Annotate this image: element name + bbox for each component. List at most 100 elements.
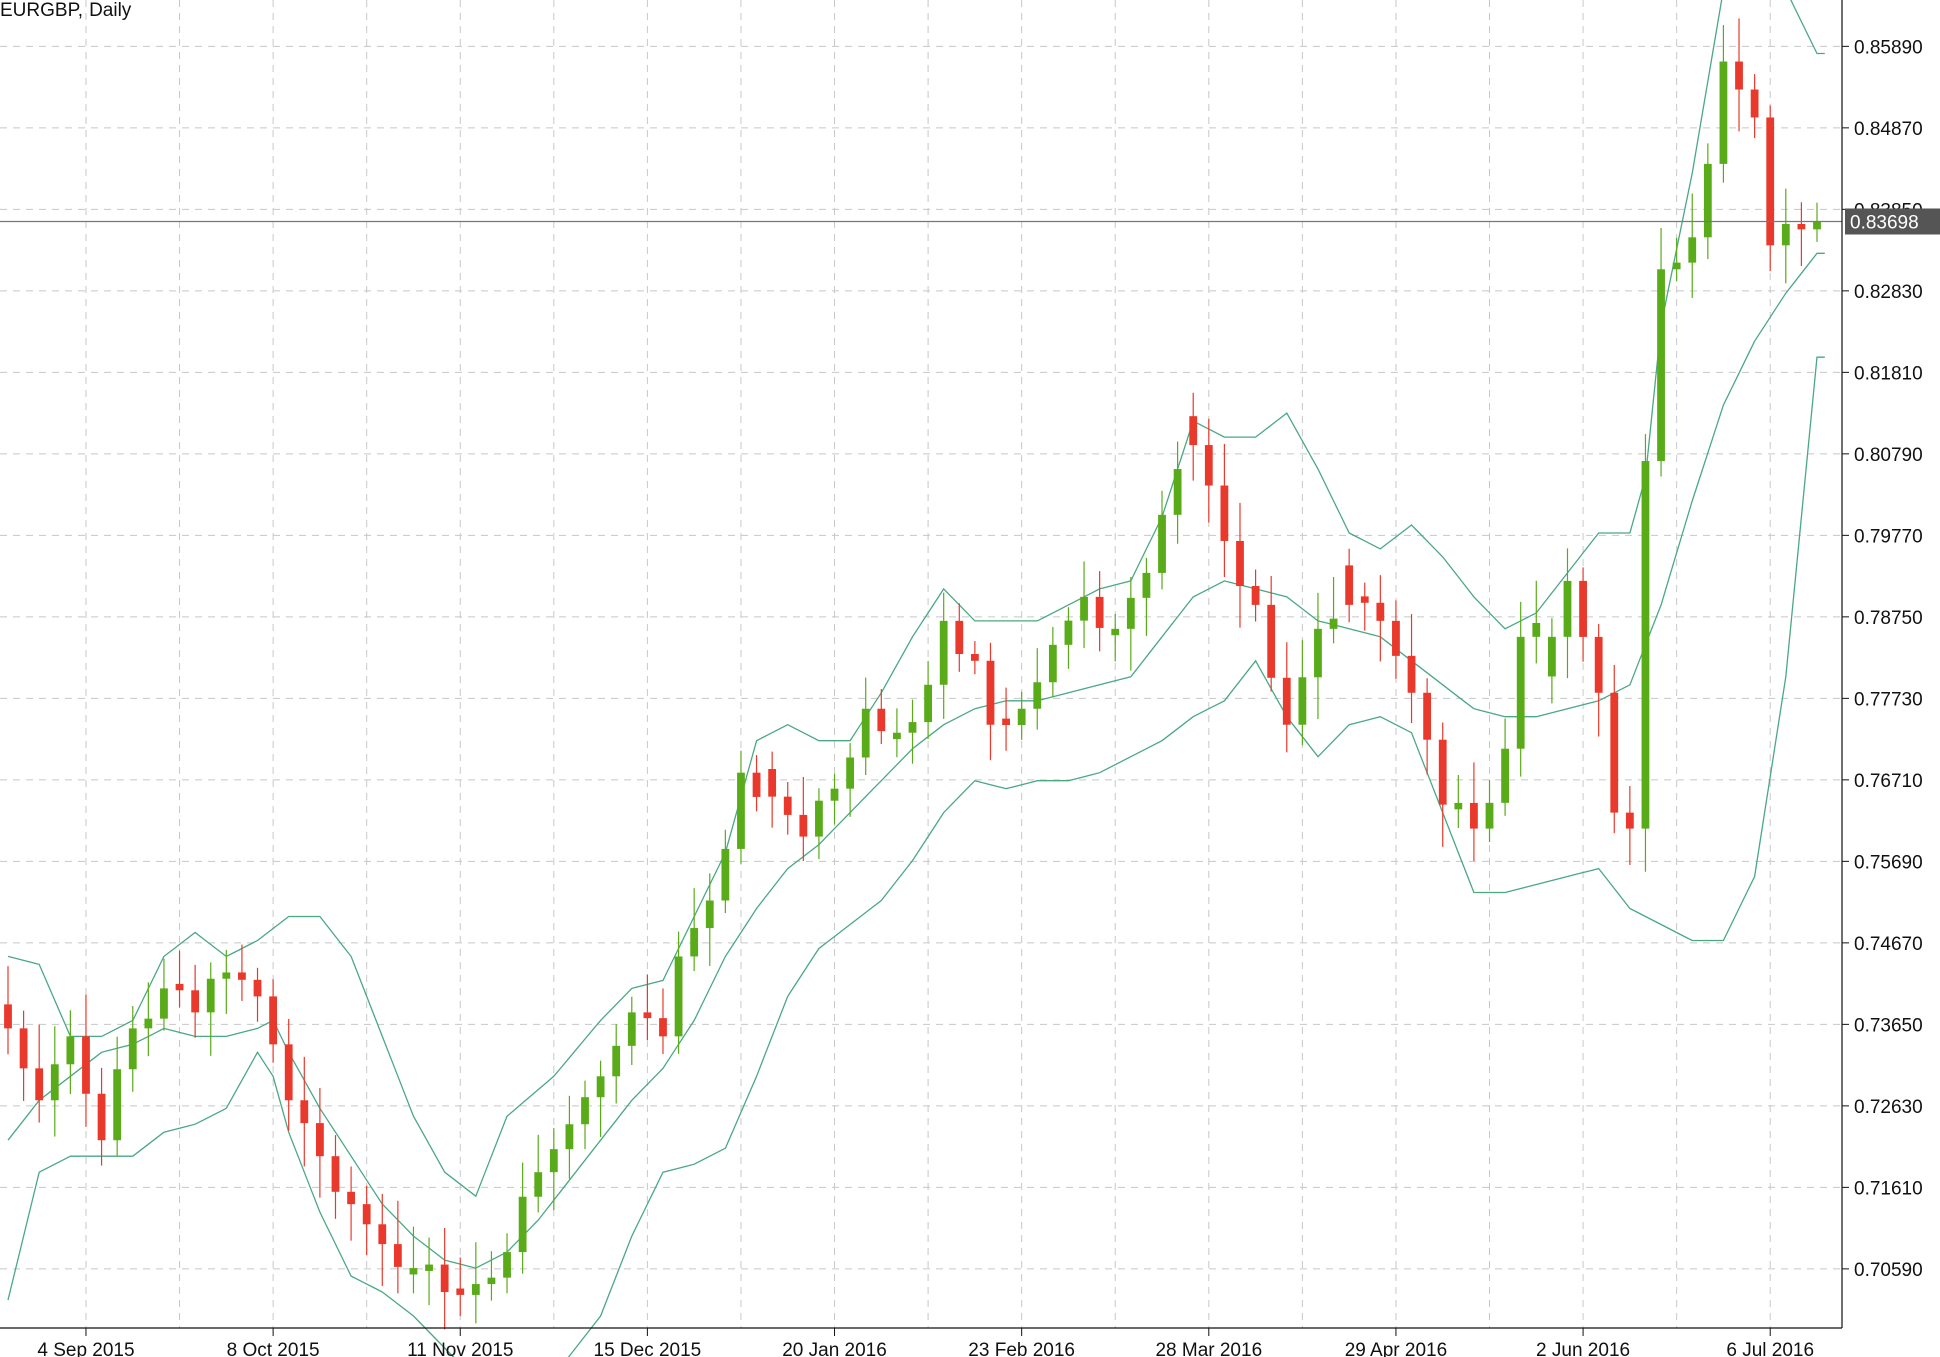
candle-body[interactable] <box>1002 718 1010 725</box>
candle-body[interactable] <box>1813 221 1821 230</box>
candle-body[interactable] <box>1781 224 1790 246</box>
candle-body[interactable] <box>1594 636 1603 693</box>
candle-body[interactable] <box>908 722 917 733</box>
candle-body[interactable] <box>1797 224 1806 230</box>
candle-body[interactable] <box>1048 644 1057 683</box>
candle-body[interactable] <box>1750 89 1759 118</box>
candle-body[interactable] <box>206 978 215 1013</box>
candle-body[interactable] <box>1329 618 1338 629</box>
candle-body[interactable] <box>409 1268 418 1275</box>
candle-body[interactable] <box>1189 416 1198 446</box>
candle-body[interactable] <box>82 1036 90 1094</box>
candle-body[interactable] <box>612 1045 621 1077</box>
candle-body[interactable] <box>1080 596 1088 621</box>
candle-body[interactable] <box>721 848 730 901</box>
candle-body[interactable] <box>487 1277 496 1285</box>
candle-body[interactable] <box>534 1172 543 1197</box>
candle-body[interactable] <box>1236 540 1244 587</box>
candle-body[interactable] <box>1766 117 1775 246</box>
candle-body[interactable] <box>924 684 932 723</box>
candle-body[interactable] <box>269 996 278 1045</box>
candle-body[interactable] <box>1657 269 1665 462</box>
candle-body[interactable] <box>1719 61 1728 164</box>
candle-body[interactable] <box>1501 748 1510 803</box>
candle-body[interactable] <box>113 1069 122 1141</box>
candle-body[interactable] <box>1625 812 1634 829</box>
candle-body[interactable] <box>19 1028 28 1069</box>
candle-body[interactable] <box>35 1068 44 1101</box>
candle-body[interactable] <box>378 1224 387 1245</box>
candle-body[interactable] <box>50 1064 59 1101</box>
candle-body[interactable] <box>815 800 823 837</box>
candle-body[interactable] <box>503 1252 511 1278</box>
candle-body[interactable] <box>191 990 200 1013</box>
candle-body[interactable] <box>752 772 761 797</box>
candle-body[interactable] <box>596 1076 605 1098</box>
candle-body[interactable] <box>238 972 246 980</box>
candle-body[interactable] <box>783 796 792 815</box>
candle-body[interactable] <box>1267 604 1276 678</box>
candle-body[interactable] <box>425 1264 433 1271</box>
candle-body[interactable] <box>440 1264 449 1293</box>
candle-body[interactable] <box>1126 597 1135 629</box>
candle-body[interactable] <box>877 708 886 732</box>
candle-body[interactable] <box>690 928 699 957</box>
candle-body[interactable] <box>1547 636 1556 677</box>
candle-body[interactable] <box>893 732 901 740</box>
candle-body[interactable] <box>1516 636 1525 749</box>
candle-body[interactable] <box>1641 461 1650 829</box>
candle-body[interactable] <box>97 1093 106 1141</box>
candle-body[interactable] <box>66 1036 75 1065</box>
candle-body[interactable] <box>1298 677 1307 725</box>
candle-body[interactable] <box>768 769 777 797</box>
candle-body[interactable] <box>347 1191 355 1205</box>
candle-body[interactable] <box>986 660 995 725</box>
candle-body[interactable] <box>1095 596 1104 628</box>
candle-body[interactable] <box>549 1149 558 1173</box>
candle-body[interactable] <box>830 788 839 801</box>
candle-body[interactable] <box>1485 802 1494 829</box>
candle-body[interactable] <box>175 983 184 991</box>
candle-body[interactable] <box>1204 445 1213 486</box>
candle-body[interactable] <box>1345 565 1354 605</box>
candle-body[interactable] <box>518 1196 527 1253</box>
candle-body[interactable] <box>315 1123 324 1157</box>
candle-body[interactable] <box>1579 580 1587 637</box>
candle-body[interactable] <box>222 972 231 979</box>
candle-body[interactable] <box>471 1284 480 1295</box>
candle-body[interactable] <box>393 1244 402 1267</box>
candle-body[interactable] <box>253 979 262 997</box>
candle-body[interactable] <box>1423 692 1432 740</box>
candle-body[interactable] <box>1438 739 1447 805</box>
candle-body[interactable] <box>1251 586 1260 605</box>
candle-body[interactable] <box>581 1097 589 1125</box>
candle-body[interactable] <box>1314 628 1322 678</box>
candle-body[interactable] <box>1017 708 1026 725</box>
candle-body[interactable] <box>627 1012 636 1046</box>
candle-body[interactable] <box>955 620 964 654</box>
candle-body[interactable] <box>1033 682 1042 709</box>
candle-body[interactable] <box>160 988 168 1019</box>
candle-body[interactable] <box>799 814 808 837</box>
candle-body[interactable] <box>1470 802 1478 829</box>
candle-body[interactable] <box>1563 580 1572 637</box>
candle-body[interactable] <box>144 1018 153 1029</box>
candle-body[interactable] <box>1532 622 1541 637</box>
candle-body[interactable] <box>128 1028 137 1070</box>
candle-body[interactable] <box>1454 802 1463 810</box>
candle-body[interactable] <box>1392 620 1400 656</box>
candle-body[interactable] <box>1688 237 1697 263</box>
candle-body[interactable] <box>1360 596 1369 603</box>
candle-body[interactable] <box>861 708 870 758</box>
candle-body[interactable] <box>939 620 948 685</box>
candle-body[interactable] <box>1282 677 1291 725</box>
candle-body[interactable] <box>1610 692 1619 813</box>
candle-body[interactable] <box>674 956 683 1037</box>
candle-body[interactable] <box>1735 61 1743 90</box>
candle-body[interactable] <box>1703 163 1712 238</box>
candle-body[interactable] <box>456 1288 465 1295</box>
candle-body[interactable] <box>1064 620 1073 645</box>
candle-body[interactable] <box>284 1044 293 1101</box>
candle-body[interactable] <box>362 1204 371 1225</box>
